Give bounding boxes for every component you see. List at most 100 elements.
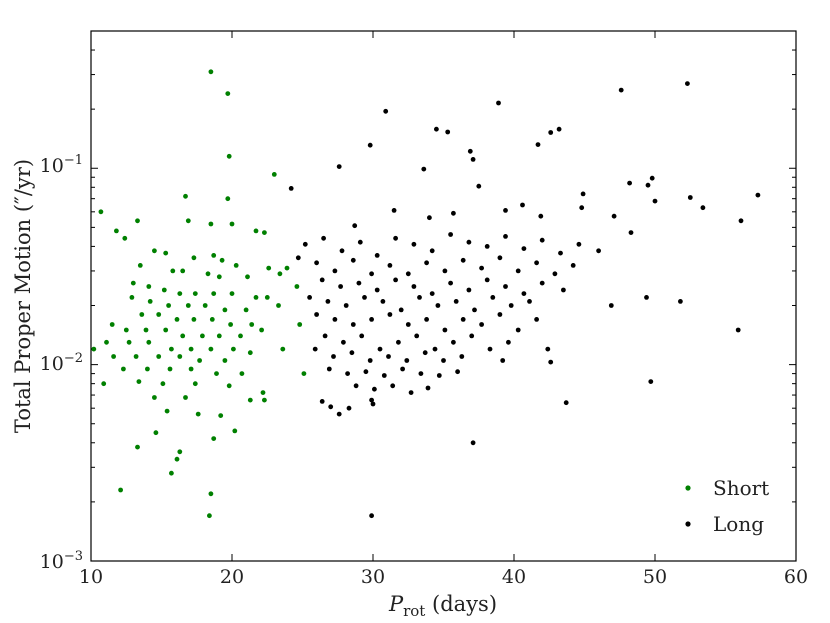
data-point-long — [432, 346, 438, 352]
data-point-long — [418, 371, 424, 376]
data-point-long — [467, 148, 473, 154]
data-point-short — [129, 295, 135, 300]
data-point-short — [166, 303, 172, 308]
data-point-long — [326, 366, 332, 372]
data-point-long — [322, 333, 328, 339]
data-point-long — [374, 253, 380, 258]
data-point-long — [534, 260, 539, 266]
x-axis-label: Prot (days) — [388, 592, 497, 620]
data-point-short — [139, 312, 145, 317]
data-point-long — [374, 287, 380, 293]
data-point-short — [191, 317, 197, 322]
data-point-short — [188, 366, 194, 372]
data-point-long — [479, 265, 484, 271]
data-point-long — [350, 257, 356, 263]
data-point-long — [580, 191, 586, 197]
data-point-short — [202, 303, 208, 308]
data-point-long — [460, 317, 466, 322]
data-point-long — [314, 260, 319, 266]
data-point-short — [276, 303, 281, 308]
data-point-long — [627, 180, 632, 186]
data-point-long — [497, 312, 503, 317]
data-point-long — [545, 346, 551, 352]
data-point-short — [262, 230, 267, 236]
data-point-short — [130, 280, 136, 286]
data-point-long — [435, 303, 441, 308]
data-point-long — [496, 100, 501, 106]
data-point-long — [576, 241, 582, 247]
data-point-long — [349, 350, 355, 356]
data-point-long — [451, 210, 456, 216]
data-point-long — [367, 142, 373, 148]
data-point-short — [218, 413, 224, 418]
data-point-long — [527, 299, 532, 304]
data-point-short — [147, 299, 153, 304]
data-point-long — [469, 333, 475, 339]
data-point-short — [174, 456, 180, 462]
data-point-long — [563, 400, 569, 406]
legend-marker-long — [685, 521, 691, 527]
data-point-long — [411, 241, 417, 247]
data-point-long — [490, 295, 496, 300]
data-point-short — [163, 327, 169, 333]
data-point-long — [424, 260, 429, 266]
data-point-long — [548, 359, 554, 365]
data-point-short — [118, 487, 123, 493]
data-point-long — [356, 280, 362, 286]
data-point-long — [383, 108, 389, 114]
data-point-short — [180, 268, 186, 274]
data-point-short — [208, 491, 214, 497]
data-point-long — [307, 295, 312, 300]
data-point-long — [700, 205, 706, 211]
data-point-long — [377, 346, 383, 352]
data-point-long — [429, 248, 435, 254]
data-point-short — [297, 322, 303, 327]
data-point-long — [391, 208, 397, 213]
data-point-short — [231, 346, 236, 352]
data-point-long — [472, 307, 477, 313]
data-point-short — [259, 327, 264, 333]
data-point-long — [503, 284, 508, 289]
data-point-long — [579, 205, 585, 211]
data-point-long — [331, 354, 336, 359]
data-point-long — [414, 333, 420, 339]
data-point-long — [427, 215, 432, 221]
data-point-short — [211, 436, 217, 441]
data-point-short — [191, 255, 197, 261]
data-point-long — [484, 244, 490, 249]
data-point-long — [459, 354, 465, 359]
data-point-long — [387, 263, 393, 268]
data-point-short — [228, 322, 234, 327]
data-point-long — [618, 87, 624, 93]
data-point-long — [497, 255, 503, 261]
data-point-long — [369, 271, 374, 277]
data-point-long — [558, 250, 563, 256]
data-point-long — [314, 312, 319, 317]
data-point-short — [145, 366, 150, 372]
data-point-long — [652, 198, 658, 204]
data-point-short — [260, 390, 266, 395]
data-point-long — [359, 333, 365, 339]
data-point-long — [685, 81, 690, 86]
data-point-short — [153, 430, 159, 436]
data-point-long — [338, 284, 343, 289]
data-point-short — [247, 397, 253, 403]
data-point-short — [185, 303, 191, 308]
data-point-short — [91, 346, 97, 352]
data-point-long — [434, 126, 439, 132]
data-point-long — [687, 195, 693, 200]
data-point-long — [339, 248, 345, 254]
data-point-long — [476, 183, 482, 189]
data-point-long — [353, 383, 359, 389]
data-point-long — [521, 246, 527, 252]
data-point-long — [363, 369, 369, 375]
data-point-long — [628, 230, 634, 236]
data-point-short — [271, 172, 277, 177]
data-point-long — [503, 208, 508, 213]
data-point-long — [445, 129, 451, 135]
data-point-long — [448, 232, 453, 237]
data-point-short — [192, 291, 198, 296]
data-point-short — [284, 265, 290, 271]
data-point-long — [561, 287, 566, 293]
data-point-short — [183, 193, 188, 199]
